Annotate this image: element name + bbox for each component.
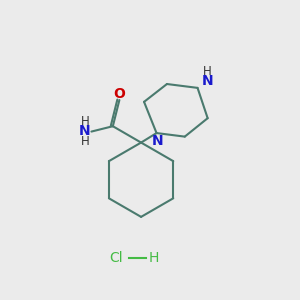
Text: H: H bbox=[80, 115, 89, 128]
Text: H: H bbox=[148, 251, 159, 266]
Text: H: H bbox=[80, 135, 89, 148]
Text: O: O bbox=[113, 86, 125, 100]
Text: H: H bbox=[203, 65, 212, 78]
Text: N: N bbox=[152, 134, 164, 148]
Text: N: N bbox=[79, 124, 91, 138]
Text: Cl: Cl bbox=[109, 251, 123, 266]
Text: N: N bbox=[201, 74, 213, 88]
